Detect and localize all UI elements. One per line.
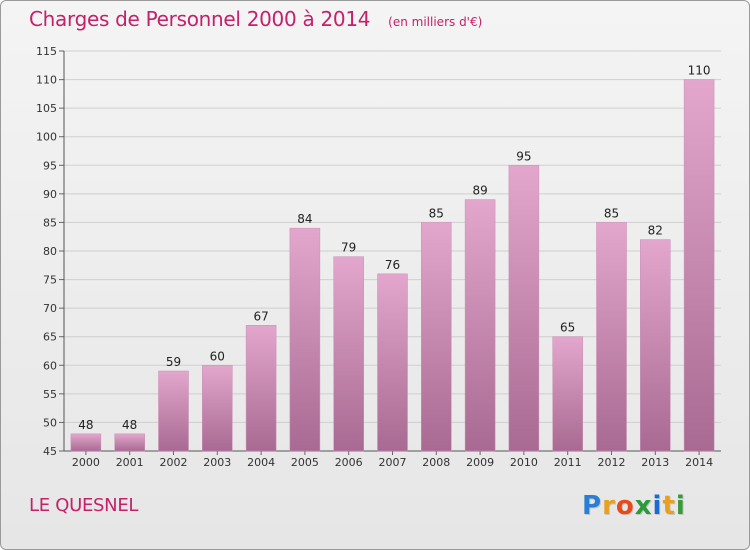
y-tick-label: 45	[43, 445, 57, 458]
bar-2002	[158, 370, 189, 452]
proxiti-logo: Proxiti	[582, 491, 686, 521]
x-tick-label-2014: 2014	[685, 456, 713, 469]
bar-2009	[464, 199, 496, 452]
x-tick-label-2002: 2002	[160, 456, 188, 469]
logo-letter: i	[675, 491, 686, 521]
x-tick-label-2004: 2004	[247, 456, 275, 469]
data-label-2001: 48	[122, 418, 137, 432]
bar-2006	[333, 256, 364, 452]
x-tick-label-2008: 2008	[422, 456, 450, 469]
data-label-2000: 48	[78, 418, 93, 432]
bar-2008	[421, 222, 452, 452]
logo-letter: t	[662, 491, 676, 521]
logo-letter: x	[634, 491, 653, 521]
bar-2001	[114, 433, 145, 452]
y-tick-label: 65	[43, 331, 57, 344]
x-tick-label-2010: 2010	[510, 456, 538, 469]
y-tick-label: 115	[36, 45, 57, 58]
data-label-2007: 76	[385, 258, 400, 272]
x-tick-label-2001: 2001	[116, 456, 144, 469]
x-tick-label-2000: 2000	[72, 456, 100, 469]
bar-2011	[552, 336, 583, 452]
x-tick-label-2006: 2006	[335, 456, 363, 469]
bar-2012	[596, 222, 627, 452]
data-label-2009: 89	[472, 184, 487, 198]
logo-letter: o	[615, 491, 635, 521]
y-tick-label: 60	[43, 359, 57, 372]
data-label-2004: 67	[253, 309, 268, 323]
bar-2003	[202, 365, 233, 452]
logo-letter: r	[602, 491, 616, 521]
y-tick-label: 95	[43, 159, 57, 172]
y-tick-label: 80	[43, 245, 57, 258]
logo-letter: i	[652, 491, 663, 521]
x-tick-label-2009: 2009	[466, 456, 494, 469]
y-tick-label: 105	[36, 102, 57, 115]
commune-name: LE QUESNEL	[29, 495, 139, 516]
data-label-2008: 85	[429, 206, 444, 220]
x-tick-label-2003: 2003	[203, 456, 231, 469]
data-label-2013: 82	[648, 224, 663, 238]
bar-2014	[683, 79, 715, 452]
x-tick-label-2011: 2011	[554, 456, 582, 469]
y-tick-label: 70	[43, 302, 57, 315]
bar-2007	[377, 273, 408, 452]
bars	[70, 79, 715, 452]
bar-2000	[70, 433, 102, 452]
x-tick-label-2005: 2005	[291, 456, 319, 469]
y-tick-label: 110	[36, 74, 57, 87]
data-label-2012: 85	[604, 206, 619, 220]
data-label-2011: 65	[560, 321, 575, 335]
x-tick-label-2007: 2007	[379, 456, 407, 469]
data-label-2006: 79	[341, 241, 356, 255]
x-tick-label-2013: 2013	[641, 456, 669, 469]
y-tick-label: 90	[43, 188, 57, 201]
data-labels: 48 48 59 60 67 84 79 76 85 89 95 65 85 82 110	[78, 64, 710, 432]
data-label-2003: 60	[210, 349, 225, 363]
y-tick-label: 75	[43, 274, 57, 287]
data-label-2005: 84	[297, 212, 312, 226]
data-label-2010: 95	[516, 149, 531, 163]
y-tick-label: 100	[36, 131, 57, 144]
y-tick-label: 50	[43, 416, 57, 429]
chart-title-unit: (en milliers d'€)	[388, 15, 483, 29]
y-tick-label: 55	[43, 388, 57, 401]
y-tick-label: 85	[43, 216, 57, 229]
bar-2010	[508, 165, 540, 452]
chart-title-main: Charges de Personnel 2000 à 2014	[29, 7, 371, 31]
bar-2005	[289, 227, 321, 452]
data-label-2014: 110	[688, 64, 711, 78]
bar-2013	[640, 239, 671, 452]
data-label-2002: 59	[166, 355, 181, 369]
x-tick-label-2012: 2012	[598, 456, 626, 469]
chart-title: Charges de Personnel 2000 à 2014 (en mill…	[29, 7, 482, 31]
bar-2004	[245, 325, 277, 452]
logo-letter: P	[582, 491, 603, 521]
